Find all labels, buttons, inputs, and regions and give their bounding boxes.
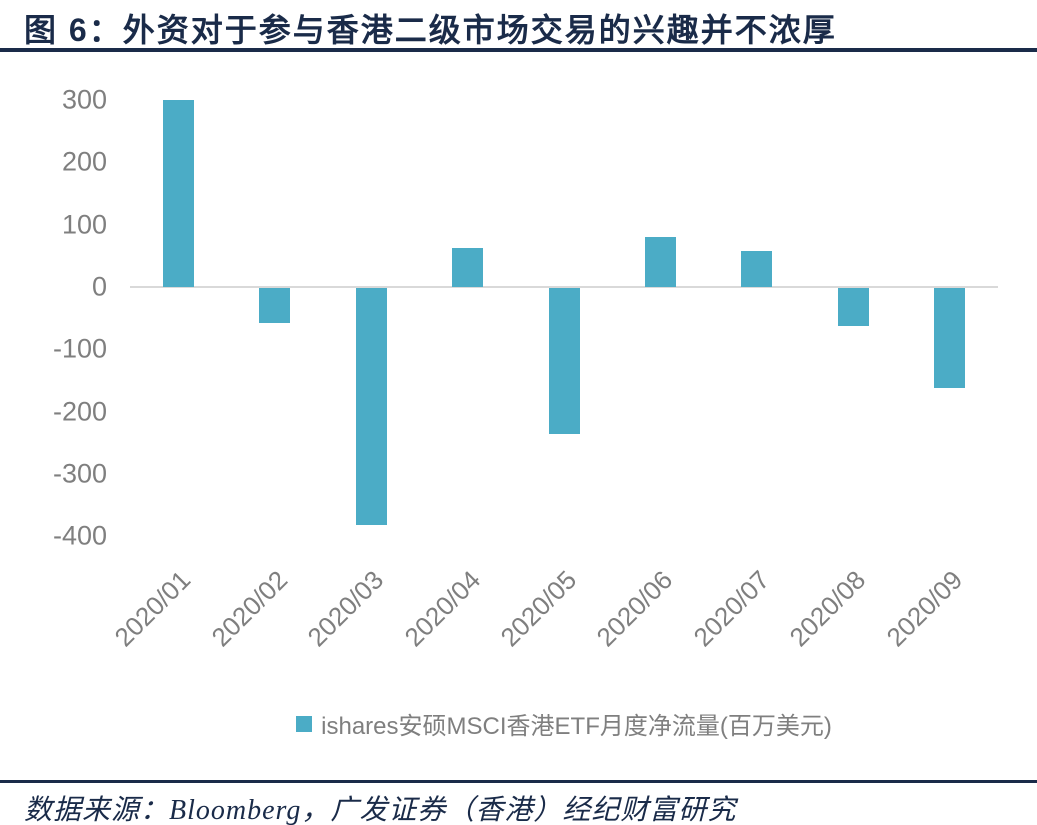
- bar-2020/04: [452, 247, 484, 287]
- x-axis-tick-label: 2020/06: [591, 564, 679, 653]
- bar-2020/09: [934, 288, 966, 388]
- x-axis-tick-label: 2020/01: [108, 564, 197, 653]
- figure-title: 图 6：外资对于参与香港二级市场交易的兴趣并不浓厚: [24, 12, 837, 48]
- x-axis-tick-label: 2020/04: [398, 564, 486, 653]
- data-source-note: 数据来源：Bloomberg，广发证券（香港）经纪财富研究: [24, 795, 737, 825]
- x-axis-tick-label: 2020/03: [301, 564, 390, 653]
- y-axis-tick-label: 300: [61, 84, 107, 115]
- bar-2020/06: [644, 237, 676, 287]
- chart-legend: ishares安硕MSCI香港ETF月度净流量(百万美元): [130, 706, 998, 741]
- y-axis-tick-label: 0: [91, 271, 107, 302]
- y-axis-tick-label: -100: [52, 333, 107, 364]
- y-axis-tick-label: 100: [61, 209, 107, 240]
- footer-divider: [0, 780, 1037, 783]
- bar-2020/05: [548, 288, 580, 435]
- x-axis-tick-label: 2020/09: [880, 564, 969, 653]
- legend-swatch-icon: [296, 715, 313, 732]
- bar-2020/03: [355, 288, 387, 525]
- y-axis-tick-label: -400: [52, 520, 107, 551]
- x-axis-line: [130, 286, 998, 288]
- bar-2020/08: [837, 288, 869, 326]
- x-axis-tick-label: 2020/05: [494, 564, 583, 653]
- bar-2020/07: [741, 250, 773, 287]
- y-axis-tick-label: -300: [52, 458, 107, 489]
- x-axis-tick-label: 2020/07: [687, 564, 776, 653]
- y-axis-tick-label: 200: [61, 146, 107, 177]
- title-divider: [0, 48, 1037, 52]
- x-axis-tick-label: 2020/02: [205, 564, 293, 653]
- bar-2020/01: [162, 100, 194, 287]
- bar-2020/02: [259, 288, 291, 323]
- y-axis-tick-label: -200: [52, 396, 107, 427]
- x-axis-tick-label: 2020/08: [783, 564, 872, 653]
- legend-label: ishares安硕MSCI香港ETF月度净流量(百万美元): [321, 713, 832, 740]
